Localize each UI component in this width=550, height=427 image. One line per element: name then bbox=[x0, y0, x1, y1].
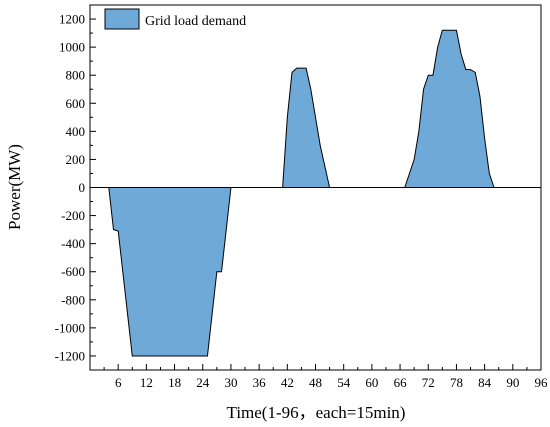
y-tick-label: 0 bbox=[79, 180, 86, 195]
y-tick-label: -400 bbox=[61, 236, 85, 251]
x-tick-label: 84 bbox=[478, 375, 492, 390]
axes: 6 12 18 24 30 36 42 48 54 60 66 72 78 84 90 96 -1200 -100… bbox=[55, 4, 549, 390]
x-tick-label: 54 bbox=[337, 375, 351, 390]
legend-series-label: Grid load demand bbox=[145, 14, 246, 29]
y-tick-label: 200 bbox=[66, 152, 86, 167]
y-tick-label: -800 bbox=[61, 292, 85, 307]
x-tick-label: 48 bbox=[309, 375, 322, 390]
x-tick-label: 24 bbox=[196, 375, 210, 390]
y-tick-label: -1000 bbox=[55, 320, 85, 335]
y-tick-label: -200 bbox=[61, 208, 85, 223]
x-tick-label: 60 bbox=[365, 375, 378, 390]
x-tick-label: 72 bbox=[422, 375, 435, 390]
plot-area bbox=[108, 29, 495, 357]
x-tick-label: 90 bbox=[506, 375, 519, 390]
y-tick-label: 800 bbox=[66, 68, 86, 83]
y-tick-label: 1200 bbox=[59, 12, 85, 27]
y-tick-label: 400 bbox=[66, 124, 86, 139]
x-tick-label: 6 bbox=[115, 375, 122, 390]
x-tick-label: 66 bbox=[394, 375, 408, 390]
y-axis-title: Power(MW) bbox=[5, 144, 24, 230]
x-tick-label: 30 bbox=[224, 375, 237, 390]
x-tick-label: 36 bbox=[253, 375, 267, 390]
y-tick-label: -600 bbox=[61, 264, 85, 279]
legend: Grid load demand bbox=[104, 8, 246, 30]
y-tick-label: -1200 bbox=[55, 348, 85, 363]
y-tick-label: 1000 bbox=[59, 40, 85, 55]
x-tick-label: 12 bbox=[140, 375, 153, 390]
x-tick-label: 78 bbox=[450, 375, 463, 390]
x-axis-title: Time(1-96，each=15min) bbox=[227, 403, 406, 422]
legend-swatch bbox=[104, 8, 140, 30]
x-tick-label: 96 bbox=[535, 375, 549, 390]
x-tick-label: 42 bbox=[281, 375, 294, 390]
x-tick-label: 18 bbox=[168, 375, 181, 390]
y-tick-label: 600 bbox=[66, 96, 86, 111]
series-area-fill bbox=[108, 30, 495, 356]
